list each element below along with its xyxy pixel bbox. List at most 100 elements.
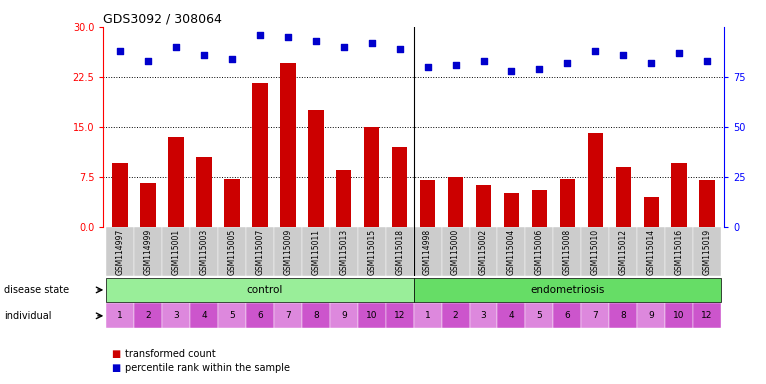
Bar [504,193,519,227]
FancyBboxPatch shape [553,227,581,276]
Text: GSM115006: GSM115006 [535,229,544,275]
Text: GSM115008: GSM115008 [563,229,572,275]
Bar [113,163,128,227]
FancyBboxPatch shape [358,303,386,328]
FancyBboxPatch shape [470,303,497,328]
FancyBboxPatch shape [525,303,553,328]
Bar [476,185,491,227]
FancyBboxPatch shape [302,303,330,328]
FancyBboxPatch shape [609,227,637,276]
FancyBboxPatch shape [414,278,721,302]
FancyBboxPatch shape [302,227,330,276]
Text: 3: 3 [480,311,486,320]
FancyBboxPatch shape [665,227,693,276]
Point [477,58,489,64]
Bar [364,127,379,227]
Text: control: control [246,285,283,295]
Bar [560,179,575,227]
Text: disease state: disease state [4,285,69,295]
Text: GSM115001: GSM115001 [172,229,181,275]
Text: GSM115015: GSM115015 [367,229,376,275]
FancyBboxPatch shape [274,303,302,328]
Text: GSM115000: GSM115000 [451,229,460,275]
Point [450,62,462,68]
FancyBboxPatch shape [106,278,414,302]
Bar [196,157,211,227]
Point [170,44,182,50]
Text: GSM115003: GSM115003 [199,229,208,275]
FancyBboxPatch shape [162,303,190,328]
Text: 2: 2 [146,311,151,320]
Text: 4: 4 [201,311,207,320]
Point [114,48,126,54]
FancyBboxPatch shape [106,303,134,328]
Text: 6: 6 [257,311,263,320]
Bar [308,110,323,227]
Text: individual: individual [4,311,51,321]
Point [365,40,378,46]
FancyBboxPatch shape [246,303,274,328]
FancyBboxPatch shape [693,227,721,276]
Bar [532,190,547,227]
Text: GSM114998: GSM114998 [423,229,432,275]
Point [589,48,601,54]
FancyBboxPatch shape [106,227,134,276]
Text: GSM115011: GSM115011 [311,229,320,275]
Bar [588,133,603,227]
Point [561,60,574,66]
Point [506,68,518,74]
Text: GSM114999: GSM114999 [144,229,152,275]
Text: 8: 8 [620,311,626,320]
Text: GSM115019: GSM115019 [702,229,712,275]
FancyBboxPatch shape [637,227,665,276]
Bar [140,183,155,227]
Text: 12: 12 [702,311,713,320]
Bar [616,167,631,227]
Point [254,32,266,38]
Text: GSM115004: GSM115004 [507,229,516,275]
Text: 10: 10 [673,311,685,320]
Bar [643,197,659,227]
Bar [392,147,408,227]
FancyBboxPatch shape [441,227,470,276]
Text: GSM115010: GSM115010 [591,229,600,275]
Bar [224,179,240,227]
Text: GSM115009: GSM115009 [283,229,293,275]
Text: 6: 6 [565,311,570,320]
Text: 5: 5 [536,311,542,320]
Text: endometriosis: endometriosis [530,285,604,295]
FancyBboxPatch shape [190,303,218,328]
FancyBboxPatch shape [637,303,665,328]
Bar [672,163,687,227]
Point [421,64,434,70]
Bar [252,83,267,227]
FancyBboxPatch shape [386,227,414,276]
Text: ■: ■ [111,349,120,359]
Text: 8: 8 [313,311,319,320]
FancyBboxPatch shape [609,303,637,328]
FancyBboxPatch shape [134,227,162,276]
Point [226,56,238,62]
FancyBboxPatch shape [497,227,525,276]
Text: 4: 4 [509,311,514,320]
FancyBboxPatch shape [162,227,190,276]
Text: GSM115002: GSM115002 [479,229,488,275]
Point [282,34,294,40]
FancyBboxPatch shape [246,227,274,276]
Text: 7: 7 [285,311,291,320]
Text: ■: ■ [111,363,120,373]
FancyBboxPatch shape [581,303,609,328]
FancyBboxPatch shape [218,227,246,276]
FancyBboxPatch shape [330,227,358,276]
Text: 9: 9 [648,311,654,320]
Point [673,50,686,56]
Text: GSM115014: GSM115014 [647,229,656,275]
Text: GSM115013: GSM115013 [339,229,349,275]
FancyBboxPatch shape [581,227,609,276]
Text: 5: 5 [229,311,235,320]
FancyBboxPatch shape [274,227,302,276]
FancyBboxPatch shape [665,303,693,328]
Point [142,58,154,64]
FancyBboxPatch shape [497,303,525,328]
FancyBboxPatch shape [414,227,441,276]
